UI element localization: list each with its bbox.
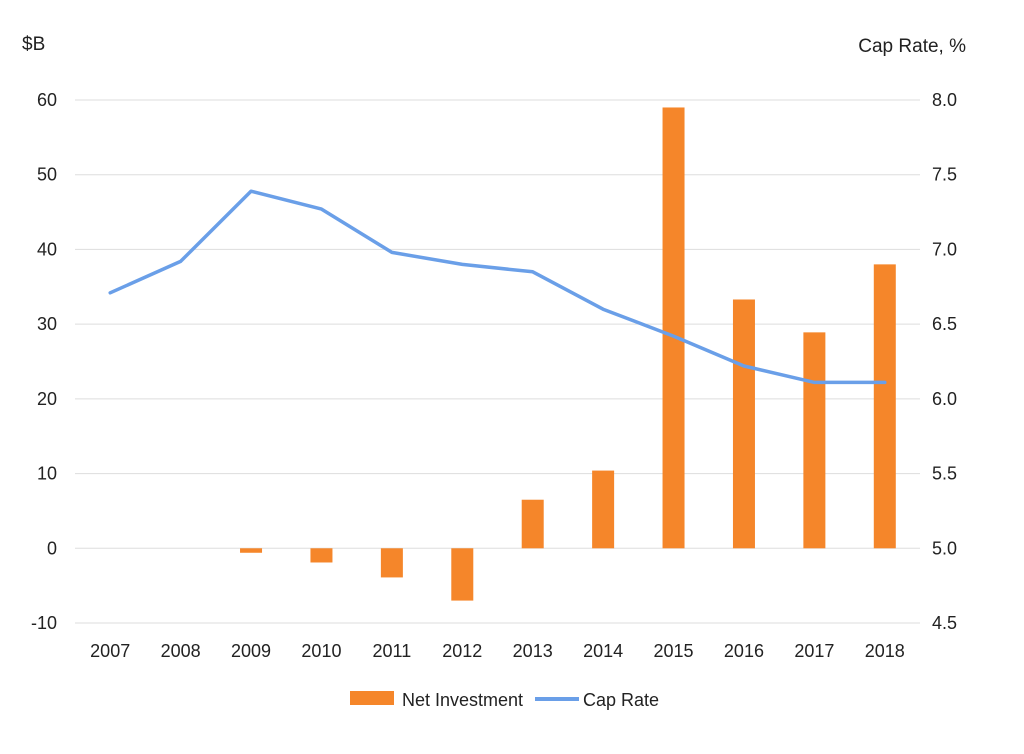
left-axis-unit-label: $B bbox=[22, 34, 45, 55]
x-tick-label: 2012 bbox=[442, 641, 482, 661]
right-tick-label: 5.0 bbox=[932, 538, 957, 558]
bar-net-investment-2010 bbox=[310, 548, 333, 563]
legend-label-cap-rate: Cap Rate bbox=[583, 690, 659, 710]
bar-net-investment-2013 bbox=[521, 499, 544, 549]
left-tick-label: 50 bbox=[37, 165, 57, 185]
bar-net-investment-2017 bbox=[803, 332, 826, 549]
right-tick-label: 8.0 bbox=[932, 90, 957, 110]
left-tick-label: 40 bbox=[37, 239, 57, 259]
x-tick-label: 2007 bbox=[90, 641, 130, 661]
bar-net-investment-2012 bbox=[451, 548, 474, 601]
bar-net-investment-2014 bbox=[592, 470, 615, 549]
x-tick-label: 2009 bbox=[231, 641, 271, 661]
cap-rate-line bbox=[108, 189, 887, 385]
right-axis-unit-label: Cap Rate, % bbox=[858, 36, 966, 57]
left-tick-label: 30 bbox=[37, 314, 57, 334]
right-tick-label: 5.5 bbox=[932, 464, 957, 484]
bar-net-investment-2011 bbox=[380, 548, 403, 578]
x-tick-label: 2013 bbox=[513, 641, 553, 661]
left-tick-label: -10 bbox=[31, 613, 57, 633]
x-tick-label: 2016 bbox=[724, 641, 764, 661]
right-tick-label: 4.5 bbox=[932, 613, 957, 633]
legend: Net Investment Cap Rate bbox=[350, 690, 659, 710]
legend-label-net-investment: Net Investment bbox=[402, 690, 523, 710]
x-tick-label: 2015 bbox=[654, 641, 694, 661]
bar-net-investment-2009 bbox=[240, 548, 263, 553]
bar-net-investment-2015 bbox=[662, 107, 685, 549]
gridlines bbox=[75, 99, 920, 624]
net-investment-bars bbox=[240, 107, 896, 601]
left-tick-label: 20 bbox=[37, 389, 57, 409]
right-tick-label: 7.0 bbox=[932, 239, 957, 259]
bar-net-investment-2018 bbox=[873, 264, 896, 549]
x-axis-ticks: 2007 2008 2009 2010 2011 2012 2013 2014 2015 2016… bbox=[90, 641, 905, 661]
right-tick-label: 7.5 bbox=[932, 165, 957, 185]
left-tick-label: 0 bbox=[47, 538, 57, 558]
x-tick-label: 2010 bbox=[301, 641, 341, 661]
left-tick-label: 10 bbox=[37, 464, 57, 484]
bar-net-investment-2016 bbox=[732, 299, 755, 549]
cap-rate-line-group bbox=[108, 189, 887, 385]
right-tick-label: 6.5 bbox=[932, 314, 957, 334]
x-tick-label: 2011 bbox=[373, 641, 412, 661]
legend-swatch-net-investment bbox=[350, 691, 394, 705]
left-tick-label: 60 bbox=[37, 90, 57, 110]
left-axis-ticks: 60 50 40 30 20 10 0 -10 bbox=[31, 90, 57, 633]
right-tick-label: 6.0 bbox=[932, 389, 957, 409]
x-tick-label: 2017 bbox=[794, 641, 834, 661]
x-tick-label: 2008 bbox=[161, 641, 201, 661]
x-tick-label: 2014 bbox=[583, 641, 623, 661]
x-tick-label: 2018 bbox=[865, 641, 905, 661]
right-axis-ticks: 8.0 7.5 7.0 6.5 6.0 5.5 5.0 4.5 bbox=[932, 90, 957, 633]
